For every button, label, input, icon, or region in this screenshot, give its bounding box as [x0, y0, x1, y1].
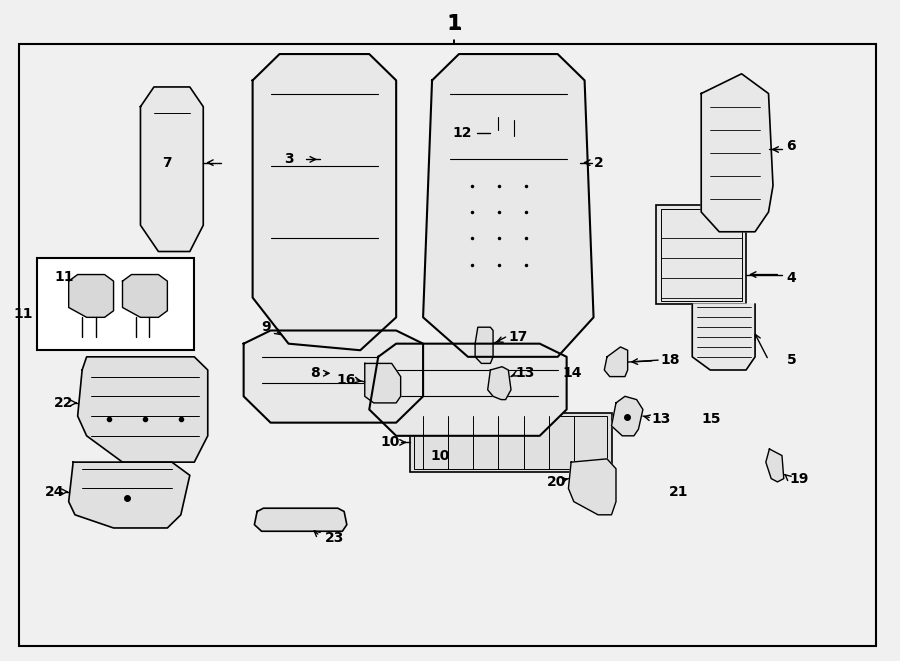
Bar: [410, 412, 611, 472]
Polygon shape: [68, 462, 190, 528]
Polygon shape: [604, 347, 627, 377]
Text: 1: 1: [447, 15, 462, 33]
Text: 20: 20: [547, 475, 567, 489]
Text: 18: 18: [661, 353, 680, 367]
Text: 13: 13: [652, 412, 671, 426]
Polygon shape: [423, 54, 594, 357]
Bar: [493, 116, 504, 130]
Polygon shape: [253, 54, 396, 350]
Text: 2: 2: [594, 155, 603, 170]
Bar: [661, 209, 742, 301]
Polygon shape: [701, 74, 773, 232]
Text: 7: 7: [162, 155, 172, 170]
Polygon shape: [569, 459, 616, 515]
Polygon shape: [364, 364, 400, 403]
Polygon shape: [611, 397, 643, 436]
Polygon shape: [488, 367, 511, 400]
Polygon shape: [255, 508, 346, 531]
Polygon shape: [68, 274, 113, 317]
Bar: [154, 133, 190, 179]
Polygon shape: [244, 330, 423, 422]
Text: 1: 1: [446, 15, 463, 34]
Text: 21: 21: [669, 485, 689, 499]
Text: 4: 4: [787, 271, 796, 285]
Text: 5: 5: [787, 353, 796, 367]
Text: 14: 14: [562, 366, 581, 380]
Text: 6: 6: [787, 139, 796, 153]
Text: 19: 19: [789, 471, 808, 486]
Bar: [414, 416, 607, 469]
Polygon shape: [77, 357, 208, 462]
Text: 17: 17: [508, 330, 527, 344]
Text: 24: 24: [45, 485, 64, 499]
Text: 3: 3: [284, 153, 293, 167]
Text: 23: 23: [324, 531, 344, 545]
Bar: [262, 512, 338, 528]
Text: 10: 10: [430, 449, 450, 463]
Text: 12: 12: [453, 126, 472, 140]
Text: 11: 11: [14, 307, 32, 321]
Polygon shape: [140, 87, 203, 252]
Bar: [37, 258, 194, 350]
Polygon shape: [766, 449, 784, 482]
Text: 15: 15: [701, 412, 721, 426]
Text: 8: 8: [310, 366, 320, 380]
Text: 13: 13: [516, 366, 535, 380]
Text: 11: 11: [54, 270, 74, 284]
Text: 22: 22: [54, 396, 73, 410]
Polygon shape: [369, 344, 567, 436]
Polygon shape: [475, 327, 493, 364]
Text: 9: 9: [261, 320, 271, 334]
Bar: [508, 120, 519, 136]
Text: 16: 16: [337, 373, 356, 387]
Polygon shape: [122, 274, 167, 317]
Bar: [656, 206, 746, 304]
Text: 10: 10: [381, 436, 400, 449]
Polygon shape: [692, 304, 755, 370]
